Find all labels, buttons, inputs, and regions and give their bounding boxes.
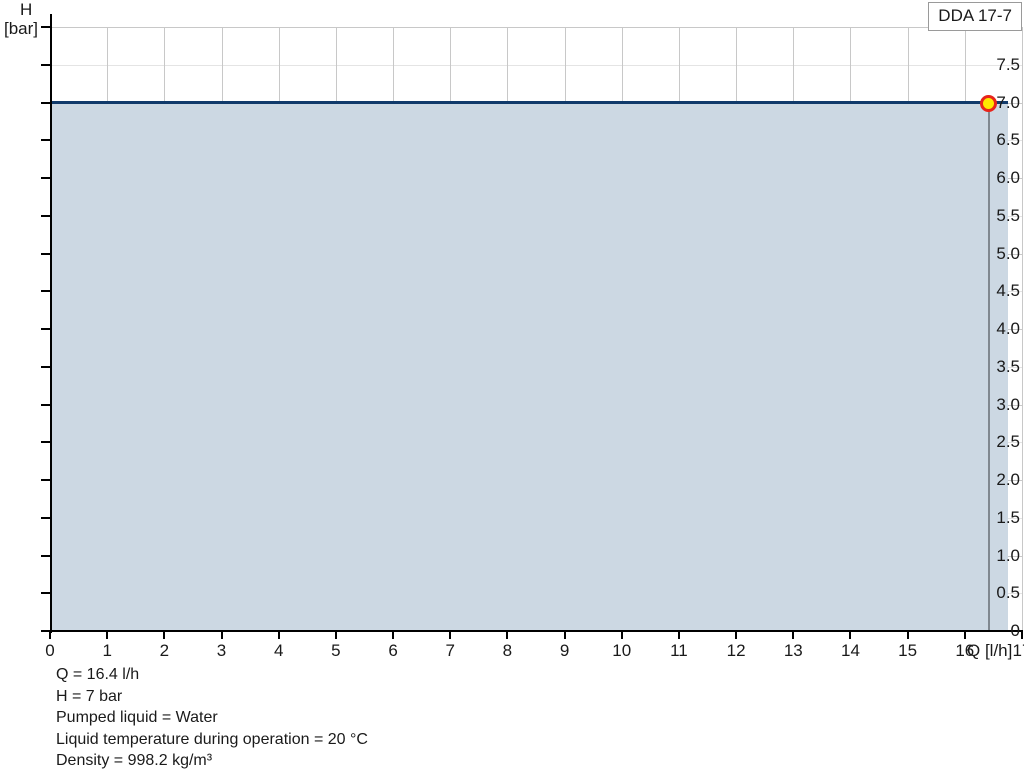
x-tick-label: 2 — [159, 641, 170, 660]
envelope-fill-rect — [50, 102, 1008, 631]
y-axis-tick — [41, 630, 50, 632]
y-axis-unit: [bar] — [4, 19, 39, 38]
x-tick-label: 5 — [331, 641, 341, 660]
y-axis-tick — [41, 214, 50, 217]
y-tick-label: 1.5 — [996, 507, 1020, 527]
gridline-vertical — [1022, 27, 1023, 631]
y-axis-tick — [41, 592, 50, 595]
y-tick-label: 4.5 — [996, 281, 1020, 301]
legend-label: DDA 17-7 — [938, 6, 1012, 25]
y-tick-label: 6.0 — [996, 168, 1020, 187]
y-axis-tick — [41, 441, 50, 444]
y-tick-label: 2.5 — [996, 432, 1020, 452]
x-axis-tick — [906, 630, 909, 639]
x-axis-tick — [849, 630, 852, 639]
y-tick-label: 2.0 — [996, 470, 1020, 489]
x-tick-label: 6 — [388, 641, 398, 660]
gridline-horizontal — [50, 64, 1022, 66]
x-axis-tick — [1021, 630, 1023, 639]
y-axis-tick — [41, 479, 50, 481]
x-axis-tick — [677, 630, 680, 639]
x-tick-label: 8 — [502, 641, 513, 660]
y-axis-tick — [41, 139, 50, 142]
x-axis-tick — [277, 630, 280, 639]
x-axis-tick — [334, 630, 337, 639]
caption-line: Pumped liquid = Water — [56, 709, 218, 726]
x-axis-tick — [506, 630, 509, 639]
duty-point-vertical-line — [987, 102, 990, 631]
x-tick-label: 10 — [612, 641, 632, 660]
y-tick-label: 1.0 — [996, 545, 1020, 565]
y-axis-tick — [41, 365, 50, 368]
x-axis-tick — [49, 630, 51, 639]
caption-line: Q = 16.4 l/h — [56, 666, 140, 683]
y-tick-label: 5.0 — [996, 243, 1020, 263]
y-axis-tick — [41, 101, 50, 104]
x-tick-label: 1 — [102, 641, 112, 660]
x-tick-label: 14 — [841, 641, 860, 660]
y-tick-label: 5.5 — [996, 205, 1020, 225]
gridline-horizontal — [50, 27, 1022, 28]
y-tick-label: 0 — [1010, 621, 1020, 640]
y-axis-tick — [41, 26, 50, 28]
y-tick-label: 6.5 — [996, 130, 1020, 150]
y-tick-label: 0.5 — [996, 583, 1020, 603]
x-tick-label: 7 — [445, 641, 455, 660]
legend-box: DDA 17-7 — [928, 2, 1022, 31]
x-axis-title: Q [l/h] — [967, 641, 1013, 660]
y-axis-tick — [41, 290, 50, 293]
y-axis-title: H — [20, 0, 33, 19]
y-axis-tick — [41, 177, 50, 179]
y-axis-line — [50, 14, 52, 633]
x-tick-label: 12 — [726, 641, 746, 660]
x-axis-tick — [392, 630, 395, 639]
caption-line: Density = 998.2 kg/m³ — [56, 752, 213, 769]
caption-line: Liquid temperature during operation = 20… — [56, 730, 368, 748]
x-tick-label: 4 — [273, 641, 284, 660]
x-axis-tick — [220, 630, 223, 639]
x-axis-tick — [963, 630, 966, 639]
duty-point-marker[interactable] — [979, 94, 997, 112]
y-tick-label: 3.0 — [996, 394, 1020, 414]
chart-plot-area — [50, 27, 1023, 632]
x-tick-label: 13 — [783, 641, 803, 660]
y-axis-tick — [41, 63, 50, 66]
x-axis-line — [50, 630, 1022, 632]
max-curve-line — [50, 100, 1008, 104]
x-axis-tick — [449, 630, 452, 639]
x-tick-label: 11 — [670, 641, 688, 660]
caption-line: H = 7 bar — [56, 687, 123, 705]
x-tick-label: 3 — [216, 641, 227, 660]
x-axis-tick — [563, 630, 566, 639]
y-tick-label: 7.5 — [996, 54, 1020, 74]
x-tick-label: 17 — [1012, 641, 1024, 660]
y-tick-label: 7.0 — [996, 92, 1020, 112]
y-axis-tick — [41, 252, 50, 255]
x-tick-label: 15 — [898, 641, 918, 660]
caption-block: Q = 16.4 l/h H = 7 bar Pumped liquid = Wat… — [56, 664, 368, 772]
x-tick-label: 9 — [559, 641, 570, 660]
x-tick-label: 16 — [955, 641, 975, 660]
x-axis-tick — [735, 630, 738, 639]
y-axis-tick — [41, 516, 50, 519]
x-tick-label: 0 — [45, 641, 55, 660]
y-tick-label: 4.0 — [996, 319, 1020, 338]
x-axis-tick — [620, 630, 623, 639]
y-axis-tick — [41, 328, 50, 330]
x-axis-tick — [792, 630, 795, 639]
x-axis-tick — [106, 630, 109, 639]
y-tick-label: 3.5 — [996, 356, 1020, 376]
y-axis-tick — [41, 403, 50, 406]
y-axis-tick — [41, 554, 50, 557]
x-axis-tick — [163, 630, 166, 639]
